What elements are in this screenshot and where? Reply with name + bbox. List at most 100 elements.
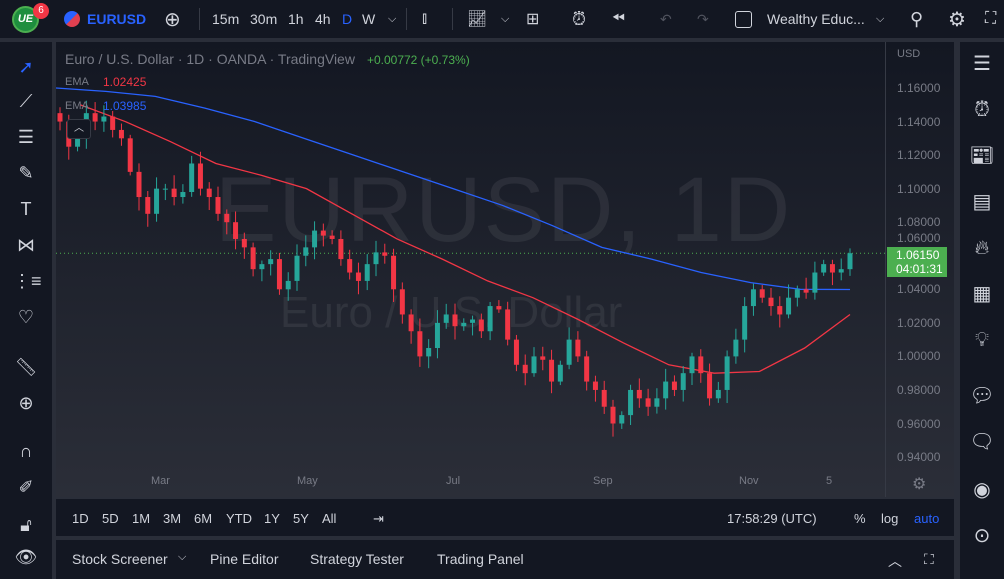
- auto-toggle[interactable]: auto: [914, 511, 940, 526]
- range-1m[interactable]: 1M: [132, 511, 151, 526]
- indicators-icon[interactable]: 📈︎: [467, 11, 488, 28]
- drawing-toolbar: ➚ ⟋ ☰ ✎ T ⋈ ⋮≡ ♡ 📏︎ ⊕ ∩ ✐ 🔓︎ 👁︎: [0, 42, 52, 579]
- calendar-icon[interactable]: ▦: [972, 283, 992, 305]
- time-tick: Sep: [593, 475, 613, 487]
- range-bar: 1D 5D 1M 3M 6M YTD 1Y 5Y All ⇥ 17:58:29 …: [56, 498, 954, 536]
- layout-checkbox[interactable]: [735, 11, 752, 28]
- pattern-icon[interactable]: ⋈: [17, 235, 35, 255]
- current-price: 1.06150: [896, 248, 940, 262]
- watchlist-icon[interactable]: ☰: [973, 53, 991, 75]
- watermark-description: Euro / U.S. Dollar: [280, 288, 623, 337]
- search-icon[interactable]: ⚲: [910, 8, 924, 29]
- alarm-icon[interactable]: ⏰︎: [974, 99, 990, 121]
- price-tick: 0.98000: [897, 382, 941, 397]
- price-tick: 0.96000: [897, 416, 941, 431]
- range-ytd[interactable]: YTD: [226, 511, 252, 526]
- interval-30m[interactable]: 30m: [250, 11, 278, 27]
- eye-icon[interactable]: 👁︎: [14, 547, 38, 567]
- prediction-icon[interactable]: ⋮≡: [13, 271, 42, 291]
- fullscreen-icon[interactable]: ⛶: [985, 10, 997, 27]
- layout-name[interactable]: Wealthy Educ...: [767, 11, 865, 27]
- price-tick: 1.06000: [897, 231, 941, 245]
- signals-icon[interactable]: ◉: [973, 479, 991, 501]
- ema-blue-label[interactable]: EMA: [65, 100, 89, 112]
- interval-w[interactable]: W: [362, 11, 376, 27]
- tab-strategy-tester[interactable]: Strategy Tester: [310, 551, 404, 567]
- brush-icon[interactable]: ✎: [18, 163, 34, 183]
- range-5y[interactable]: 5Y: [293, 511, 309, 526]
- hotlist-icon[interactable]: 🔥︎: [974, 237, 990, 259]
- chevron-down-icon[interactable]: ⌵: [388, 12, 397, 25]
- ema-red-label[interactable]: EMA: [65, 76, 89, 88]
- maximize-panel-icon[interactable]: ⛶: [924, 551, 934, 567]
- symbol-search[interactable]: EURUSD: [87, 11, 147, 27]
- percent-toggle[interactable]: %: [854, 511, 866, 526]
- podcast-icon[interactable]: ⊙: [973, 525, 991, 547]
- range-1d[interactable]: 1D: [72, 511, 89, 526]
- messages-icon[interactable]: 🗨︎: [969, 431, 995, 453]
- price-tick: 1.16000: [897, 81, 941, 95]
- price-axis[interactable]: [885, 42, 954, 497]
- news-icon[interactable]: 📰︎: [969, 145, 995, 167]
- heart-icon[interactable]: ♡: [17, 307, 35, 327]
- gear-icon[interactable]: ⚙: [948, 8, 966, 31]
- top-toolbar: [0, 0, 1004, 38]
- ema-blue-value: 1.03985: [103, 99, 147, 113]
- chat-icon[interactable]: 💬︎: [969, 385, 995, 407]
- log-toggle[interactable]: log: [881, 511, 899, 526]
- range-6m[interactable]: 6M: [194, 511, 213, 526]
- currency-selector[interactable]: USD: [897, 48, 921, 60]
- legend-change: +0.00772 (+0.73%): [366, 53, 470, 67]
- interval-d[interactable]: D: [342, 11, 353, 27]
- ideas-icon[interactable]: 💡︎: [975, 329, 989, 351]
- tab-stock-screener[interactable]: Stock Screener: [72, 551, 168, 567]
- undo-icon[interactable]: ↶: [660, 10, 672, 27]
- chevron-down-icon[interactable]: ⌵: [876, 12, 885, 25]
- notification-badge: 6: [33, 3, 49, 19]
- lock-drawing-icon[interactable]: ✐: [18, 477, 34, 497]
- tab-trading-panel[interactable]: Trading Panel: [437, 551, 524, 567]
- interval-4h[interactable]: 4h: [315, 11, 331, 27]
- data-window-icon[interactable]: ▤: [972, 191, 992, 213]
- alert-icon[interactable]: ⏰︎: [572, 8, 587, 29]
- chart-settings-icon[interactable]: ⚙: [912, 476, 927, 493]
- interval-15m[interactable]: 15m: [212, 11, 240, 27]
- goto-date-icon[interactable]: ⇥: [373, 511, 384, 526]
- lock-icon[interactable]: 🔓︎: [20, 515, 32, 535]
- price-tick: 1.10000: [897, 181, 941, 196]
- range-1y[interactable]: 1Y: [264, 511, 280, 526]
- chevron-down-icon[interactable]: ⌵: [501, 12, 510, 25]
- range-5d[interactable]: 5D: [102, 511, 119, 526]
- range-all[interactable]: All: [322, 511, 337, 526]
- chevron-down-icon[interactable]: ⌵: [178, 551, 187, 563]
- interval-1h[interactable]: 1h: [288, 11, 304, 27]
- add-symbol-icon[interactable]: ⊕: [164, 8, 181, 31]
- range-3m[interactable]: 3M: [163, 511, 182, 526]
- collapse-legend-icon[interactable]: ︿: [67, 119, 91, 139]
- replay-icon[interactable]: ⏪︎: [612, 10, 625, 27]
- price-tick: 1.14000: [897, 114, 941, 129]
- watermark-symbol: EURUSD, 1D: [215, 159, 793, 261]
- collapse-panel-icon[interactable]: ︿: [888, 553, 902, 569]
- time-tick: 5: [826, 475, 833, 487]
- tab-pine-editor[interactable]: Pine Editor: [210, 551, 279, 567]
- price-tick: 1.08000: [897, 215, 941, 230]
- zoom-in-icon[interactable]: ⊕: [18, 393, 34, 413]
- current-price-tag: 1.06150 04:01:31: [887, 247, 947, 277]
- fib-icon[interactable]: ☰: [17, 127, 35, 147]
- cursor-icon[interactable]: ➚: [18, 57, 34, 77]
- magnet-icon[interactable]: ∩: [19, 441, 33, 461]
- price-tick: 1.00000: [897, 349, 941, 364]
- layout-grid-icon[interactable]: ⊞: [526, 11, 540, 28]
- ema-red-value: 1.02425: [103, 75, 147, 89]
- trend-line-icon[interactable]: ⟋: [19, 91, 33, 111]
- candles-icon[interactable]: ⫾: [422, 10, 428, 27]
- clock-time[interactable]: 17:58:29 (UTC): [727, 511, 817, 526]
- text-icon[interactable]: T: [20, 199, 32, 219]
- redo-icon[interactable]: ↷: [697, 10, 709, 27]
- price-tick: 1.04000: [897, 282, 941, 297]
- legend-header: Euro / U.S. Dollar · 1D · OANDA · Tradin…: [65, 51, 470, 67]
- ruler-icon[interactable]: 📏︎: [14, 357, 38, 377]
- time-tick: Mar: [151, 475, 170, 487]
- chart-pane[interactable]: [56, 42, 954, 497]
